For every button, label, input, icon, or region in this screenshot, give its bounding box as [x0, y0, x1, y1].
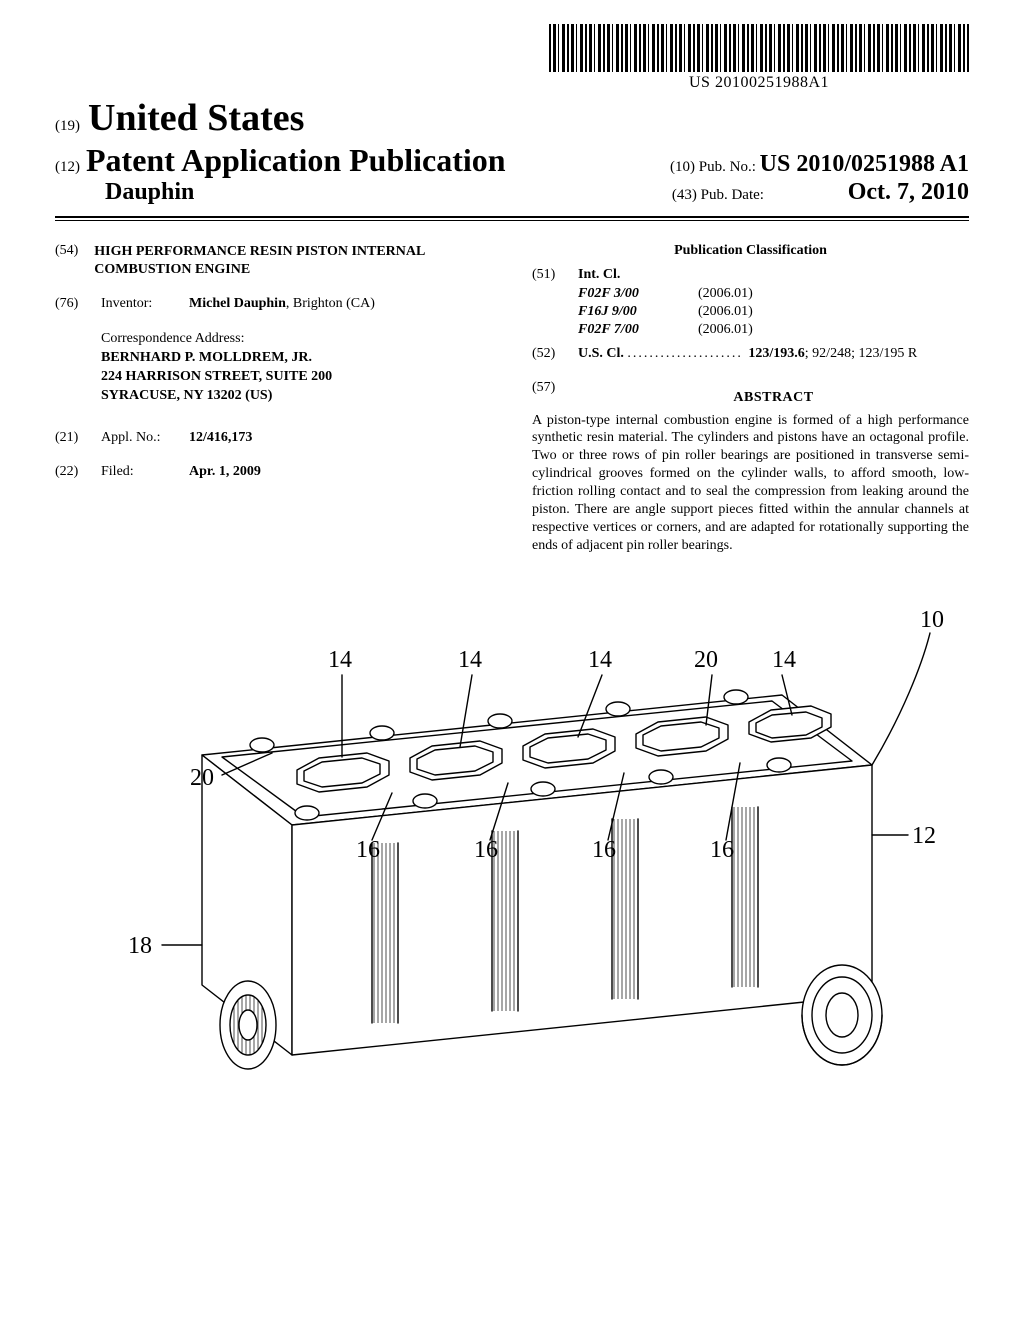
pub-date: Oct. 7, 2010 [848, 179, 969, 205]
barcode-text: US 20100251988A1 [549, 74, 969, 92]
code-12: (12) [55, 159, 80, 176]
code-51: (51) [532, 267, 568, 283]
label-20: 20 [190, 765, 214, 791]
pub-number: US 2010/0251988 A1 [760, 151, 969, 177]
barcode-block: US 20100251988A1 [549, 24, 969, 92]
intcl-item: F02F 7/00(2006.01) [578, 321, 969, 339]
corr-line: SYRACUSE, NY 13202 (US) [101, 387, 492, 406]
label-14: 14 [328, 647, 352, 673]
patent-figure: 10 12 18 14 14 14 14 20 20 16 16 16 16 [55, 585, 969, 1145]
pubno-label: Pub. No.: [699, 159, 756, 175]
intcl-list: F02F 3/00(2006.01) F16J 9/00(2006.01) F0… [578, 285, 969, 340]
label-16: 16 [356, 837, 380, 863]
intcl-label: Int. Cl. [578, 267, 620, 283]
dot-leader: ..................... [627, 346, 748, 361]
correspondence-address: Correspondence Address: BERNHARD P. MOLL… [101, 330, 492, 406]
label-16: 16 [474, 837, 498, 863]
code-43: (43) [672, 187, 697, 203]
label-18: 18 [128, 933, 152, 959]
country-title: United States [88, 97, 304, 139]
appl-number: 12/416,173 [189, 430, 252, 446]
inventor-label: Inventor: [101, 296, 179, 312]
corr-line: 224 HARRISON STREET, SUITE 200 [101, 368, 492, 387]
classification-heading: Publication Classification [532, 243, 969, 259]
code-54: (54) [55, 243, 84, 278]
filed-date: Apr. 1, 2009 [189, 464, 261, 480]
author-name: Dauphin [105, 179, 194, 206]
code-22: (22) [55, 464, 91, 480]
abstract-text: A piston-type internal combustion engine… [532, 412, 969, 555]
right-column: Publication Classification (51) Int. Cl.… [532, 243, 969, 555]
code-57: (57) [532, 380, 568, 412]
uscl-line: U.S. Cl. ..................... 123/193.6… [578, 346, 917, 362]
header: (19) United States (12) Patent Applicati… [55, 96, 969, 221]
divider [55, 220, 969, 221]
intcl-item: F16J 9/00(2006.01) [578, 303, 969, 321]
label-20: 20 [694, 647, 718, 673]
inventor-name: Michel Dauphin, Brighton (CA) [189, 296, 375, 312]
filed-label: Filed: [101, 464, 179, 480]
code-10: (10) [670, 159, 695, 175]
code-21: (21) [55, 430, 91, 446]
abstract-heading: ABSTRACT [578, 390, 969, 406]
code-52: (52) [532, 346, 568, 362]
code-19: (19) [55, 118, 80, 134]
label-16: 16 [592, 837, 616, 863]
divider [55, 216, 969, 218]
code-76: (76) [55, 296, 91, 312]
invention-title: HIGH PERFORMANCE RESIN PISTON INTERNAL C… [94, 243, 492, 278]
corr-label: Correspondence Address: [101, 330, 492, 349]
applno-label: Appl. No.: [101, 430, 179, 446]
label-10: 10 [920, 607, 944, 633]
corr-line: BERNHARD P. MOLLDREM, JR. [101, 349, 492, 368]
left-column: (54) HIGH PERFORMANCE RESIN PISTON INTER… [55, 243, 492, 555]
label-12: 12 [912, 823, 936, 849]
biblio-columns: (54) HIGH PERFORMANCE RESIN PISTON INTER… [55, 243, 969, 555]
figure-svg: 10 12 18 14 14 14 14 20 20 16 16 16 16 [72, 585, 952, 1145]
barcode [549, 24, 969, 72]
label-14: 14 [458, 647, 482, 673]
intcl-item: F02F 3/00(2006.01) [578, 285, 969, 303]
pubdate-label: Pub. Date: [701, 187, 764, 203]
label-16: 16 [710, 837, 734, 863]
label-14: 14 [772, 647, 796, 673]
doc-type-title: Patent Application Publication [86, 142, 506, 179]
label-14: 14 [588, 647, 612, 673]
